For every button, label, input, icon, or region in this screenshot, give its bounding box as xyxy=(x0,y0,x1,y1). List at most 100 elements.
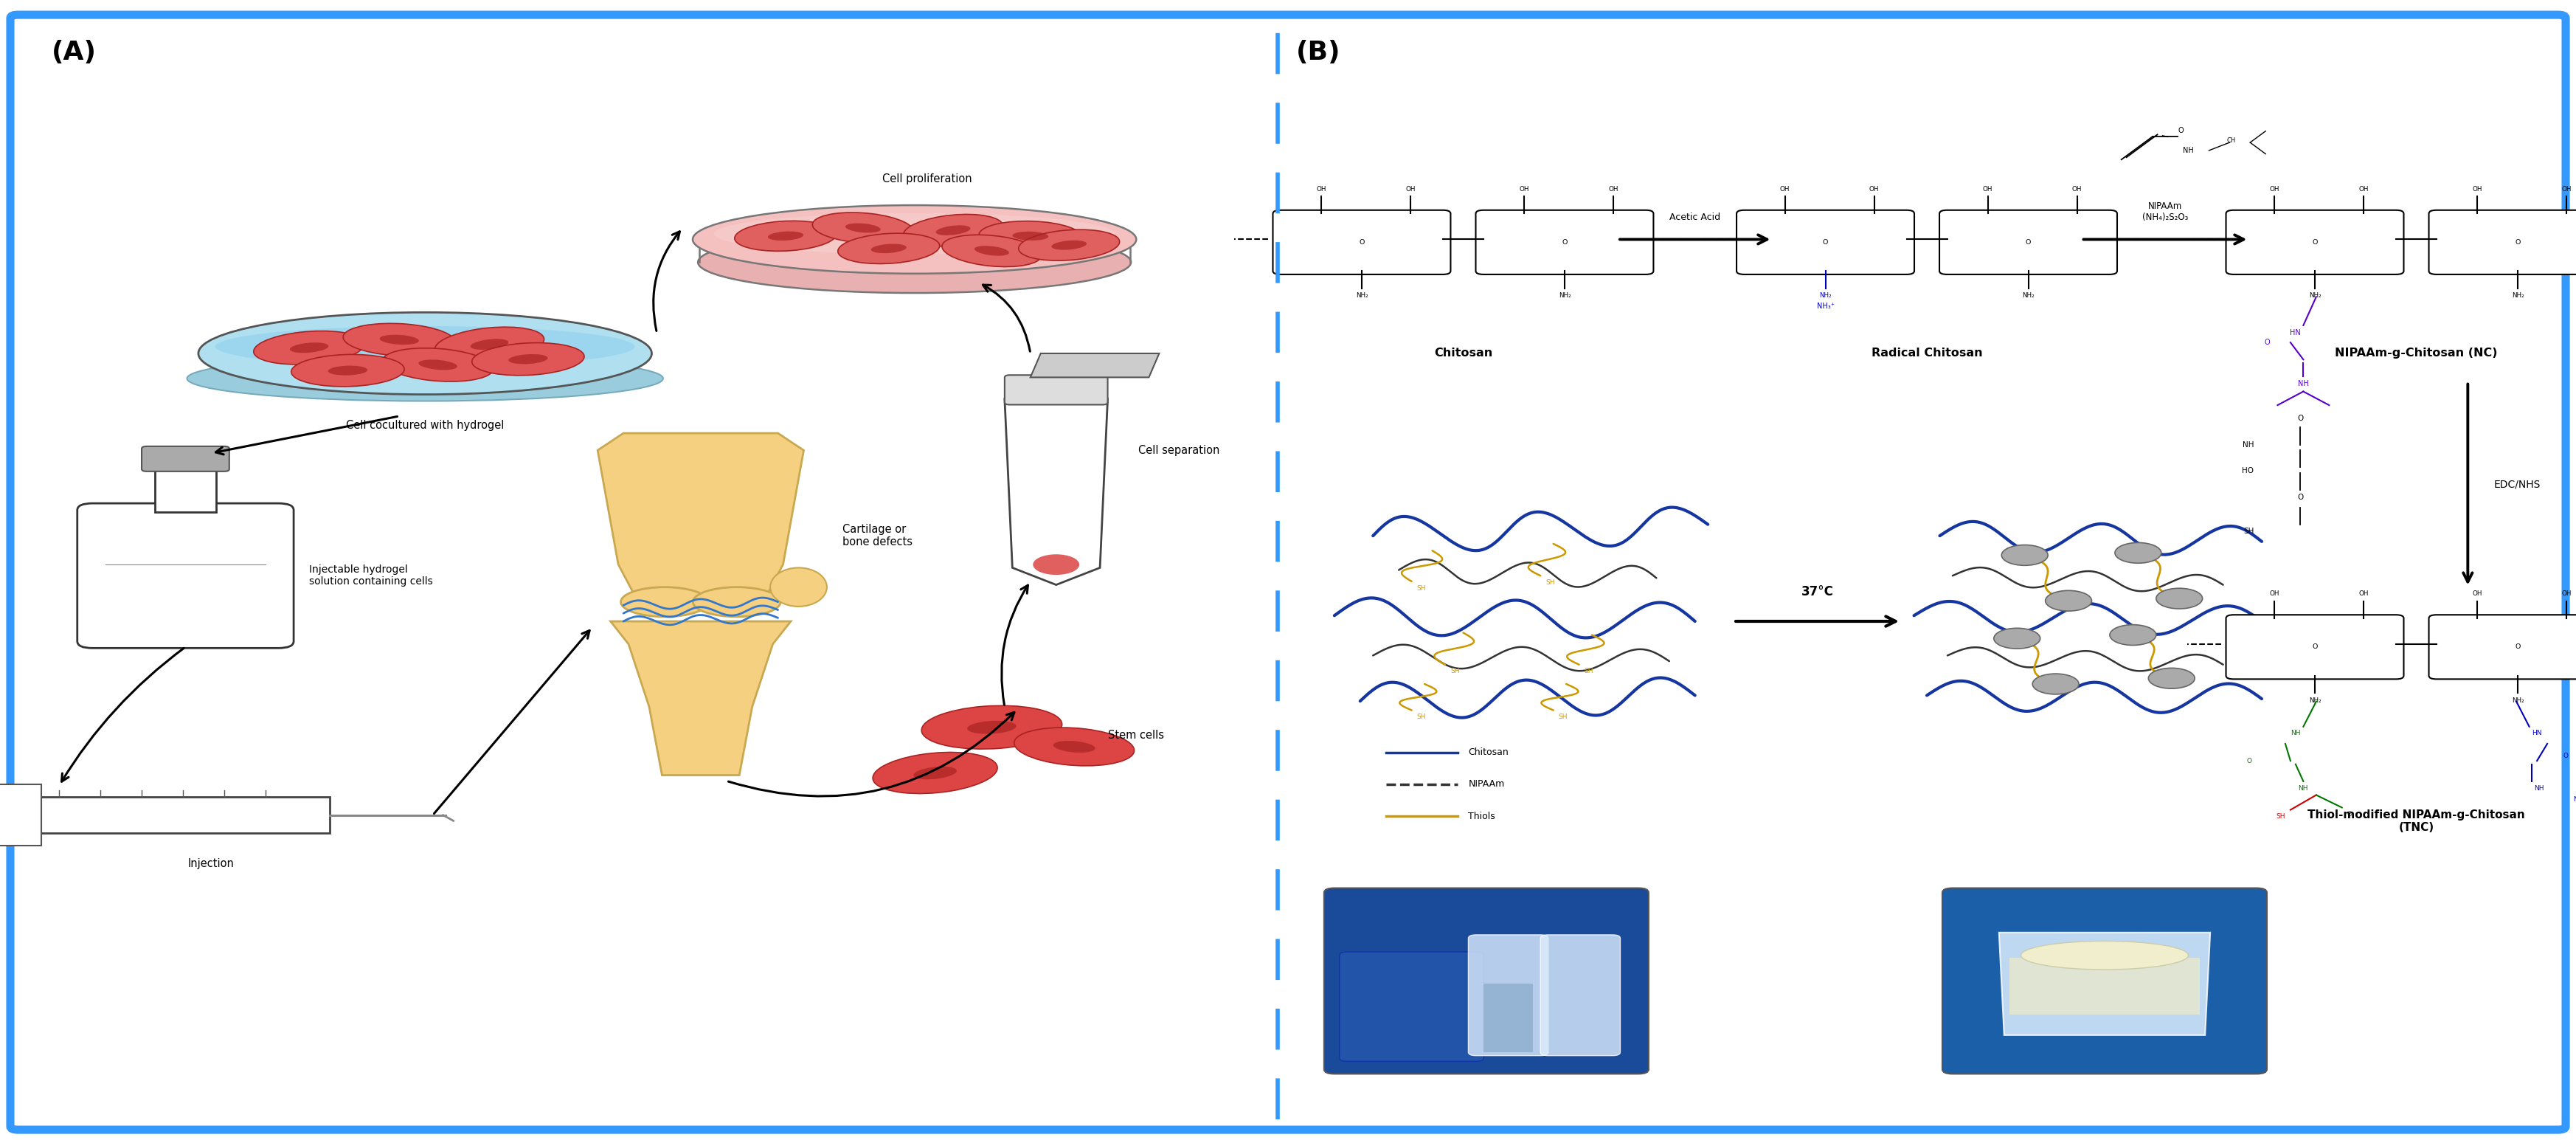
Ellipse shape xyxy=(768,231,804,241)
Text: O: O xyxy=(1561,239,1566,245)
FancyBboxPatch shape xyxy=(77,504,294,648)
Text: O: O xyxy=(2514,644,2519,650)
Text: OH: OH xyxy=(2360,186,2367,193)
Ellipse shape xyxy=(904,214,1002,246)
FancyBboxPatch shape xyxy=(1540,935,1620,1056)
Text: SH: SH xyxy=(1558,714,1569,720)
Text: OH: OH xyxy=(1870,186,1878,193)
Text: O: O xyxy=(2313,239,2318,245)
Circle shape xyxy=(1994,628,2040,649)
FancyBboxPatch shape xyxy=(1340,952,1484,1061)
Text: O: O xyxy=(1360,239,1365,245)
Ellipse shape xyxy=(417,359,459,370)
Text: OH: OH xyxy=(2561,591,2571,597)
Text: NH: NH xyxy=(2298,784,2308,791)
Text: SH: SH xyxy=(1584,668,1595,675)
Text: (A): (A) xyxy=(52,40,95,65)
Text: O: O xyxy=(2514,239,2519,245)
Text: O: O xyxy=(2246,757,2251,764)
FancyBboxPatch shape xyxy=(33,797,330,833)
Text: NH₂: NH₂ xyxy=(1558,292,1571,299)
Text: O: O xyxy=(2298,494,2303,500)
Text: SH: SH xyxy=(1450,668,1461,675)
Text: SH: SH xyxy=(1417,714,1427,720)
Text: SH: SH xyxy=(1417,585,1427,592)
Text: OH: OH xyxy=(2473,186,2483,193)
Text: OH: OH xyxy=(2269,591,2280,597)
Ellipse shape xyxy=(1054,741,1095,752)
Ellipse shape xyxy=(943,235,1041,267)
Ellipse shape xyxy=(471,339,507,350)
Text: NH: NH xyxy=(2298,380,2308,388)
Ellipse shape xyxy=(435,327,544,361)
Circle shape xyxy=(2045,591,2092,611)
Text: Cell separation: Cell separation xyxy=(1139,445,1221,456)
Ellipse shape xyxy=(979,221,1082,251)
Ellipse shape xyxy=(935,226,971,235)
Text: OH: OH xyxy=(1520,186,1530,193)
Ellipse shape xyxy=(1012,231,1048,241)
Text: NH₂: NH₂ xyxy=(2308,697,2321,703)
FancyBboxPatch shape xyxy=(0,784,41,846)
Text: Thiol-modified NIPAAm-g-Chitosan
(TNC): Thiol-modified NIPAAm-g-Chitosan (TNC) xyxy=(2308,809,2524,833)
Text: NH: NH xyxy=(2244,441,2254,448)
Text: Chitosan: Chitosan xyxy=(1468,748,1510,757)
FancyBboxPatch shape xyxy=(2429,210,2576,275)
Ellipse shape xyxy=(289,342,330,353)
Text: O: O xyxy=(2313,644,2318,650)
FancyBboxPatch shape xyxy=(46,801,260,829)
Text: NH₂: NH₂ xyxy=(2022,292,2035,299)
Ellipse shape xyxy=(1018,229,1121,261)
Text: NH₃⁺: NH₃⁺ xyxy=(1816,302,1834,310)
Text: Radical Chitosan: Radical Chitosan xyxy=(1870,348,1984,359)
Polygon shape xyxy=(1030,353,1159,377)
Ellipse shape xyxy=(693,205,1136,274)
Text: HN: HN xyxy=(2532,730,2543,736)
FancyBboxPatch shape xyxy=(142,446,229,472)
Text: O: O xyxy=(2298,415,2303,422)
Text: O: O xyxy=(2264,339,2269,347)
Ellipse shape xyxy=(381,348,495,382)
Text: NH₂: NH₂ xyxy=(1819,292,1832,299)
Text: Cell cocultured with hydrogel: Cell cocultured with hydrogel xyxy=(345,420,505,431)
Text: OH: OH xyxy=(1316,186,1327,193)
Text: NH₂: NH₂ xyxy=(1355,292,1368,299)
Text: 37°C: 37°C xyxy=(1801,585,1834,598)
Text: Chitosan: Chitosan xyxy=(1435,348,1492,359)
Ellipse shape xyxy=(871,244,907,253)
Text: Injection: Injection xyxy=(188,858,234,870)
Text: OH: OH xyxy=(1984,186,1994,193)
Ellipse shape xyxy=(343,324,456,356)
Text: OH: OH xyxy=(2071,186,2081,193)
Text: NH₂: NH₂ xyxy=(2573,796,2576,803)
Text: NH: NH xyxy=(2290,730,2300,736)
Text: Cell proliferation: Cell proliferation xyxy=(884,173,971,185)
FancyBboxPatch shape xyxy=(1940,210,2117,275)
Ellipse shape xyxy=(1015,727,1133,766)
Ellipse shape xyxy=(698,231,1131,293)
Ellipse shape xyxy=(770,568,827,606)
Text: SH: SH xyxy=(2244,528,2254,535)
Text: NIPAAm
(NH₄)₂S₂O₃: NIPAAm (NH₄)₂S₂O₃ xyxy=(2143,202,2187,222)
Text: OH: OH xyxy=(2360,591,2367,597)
Text: O: O xyxy=(2179,128,2184,135)
Text: NH₂: NH₂ xyxy=(2308,292,2321,299)
Circle shape xyxy=(2110,625,2156,645)
Text: OH: OH xyxy=(1780,186,1790,193)
Ellipse shape xyxy=(252,331,366,365)
Ellipse shape xyxy=(621,587,708,617)
Ellipse shape xyxy=(198,312,652,394)
Ellipse shape xyxy=(974,246,1010,255)
Ellipse shape xyxy=(837,234,940,263)
FancyBboxPatch shape xyxy=(2009,958,2200,1015)
Ellipse shape xyxy=(2022,942,2187,969)
FancyBboxPatch shape xyxy=(0,792,31,838)
Ellipse shape xyxy=(922,706,1061,749)
Ellipse shape xyxy=(914,766,956,780)
Ellipse shape xyxy=(693,587,781,617)
Ellipse shape xyxy=(291,355,404,386)
Text: HO: HO xyxy=(2241,467,2254,474)
Text: OH: OH xyxy=(2269,186,2280,193)
Text: Injectable hydrogel
solution containing cells: Injectable hydrogel solution containing … xyxy=(309,564,433,587)
Text: Stem cells: Stem cells xyxy=(1108,730,1164,741)
